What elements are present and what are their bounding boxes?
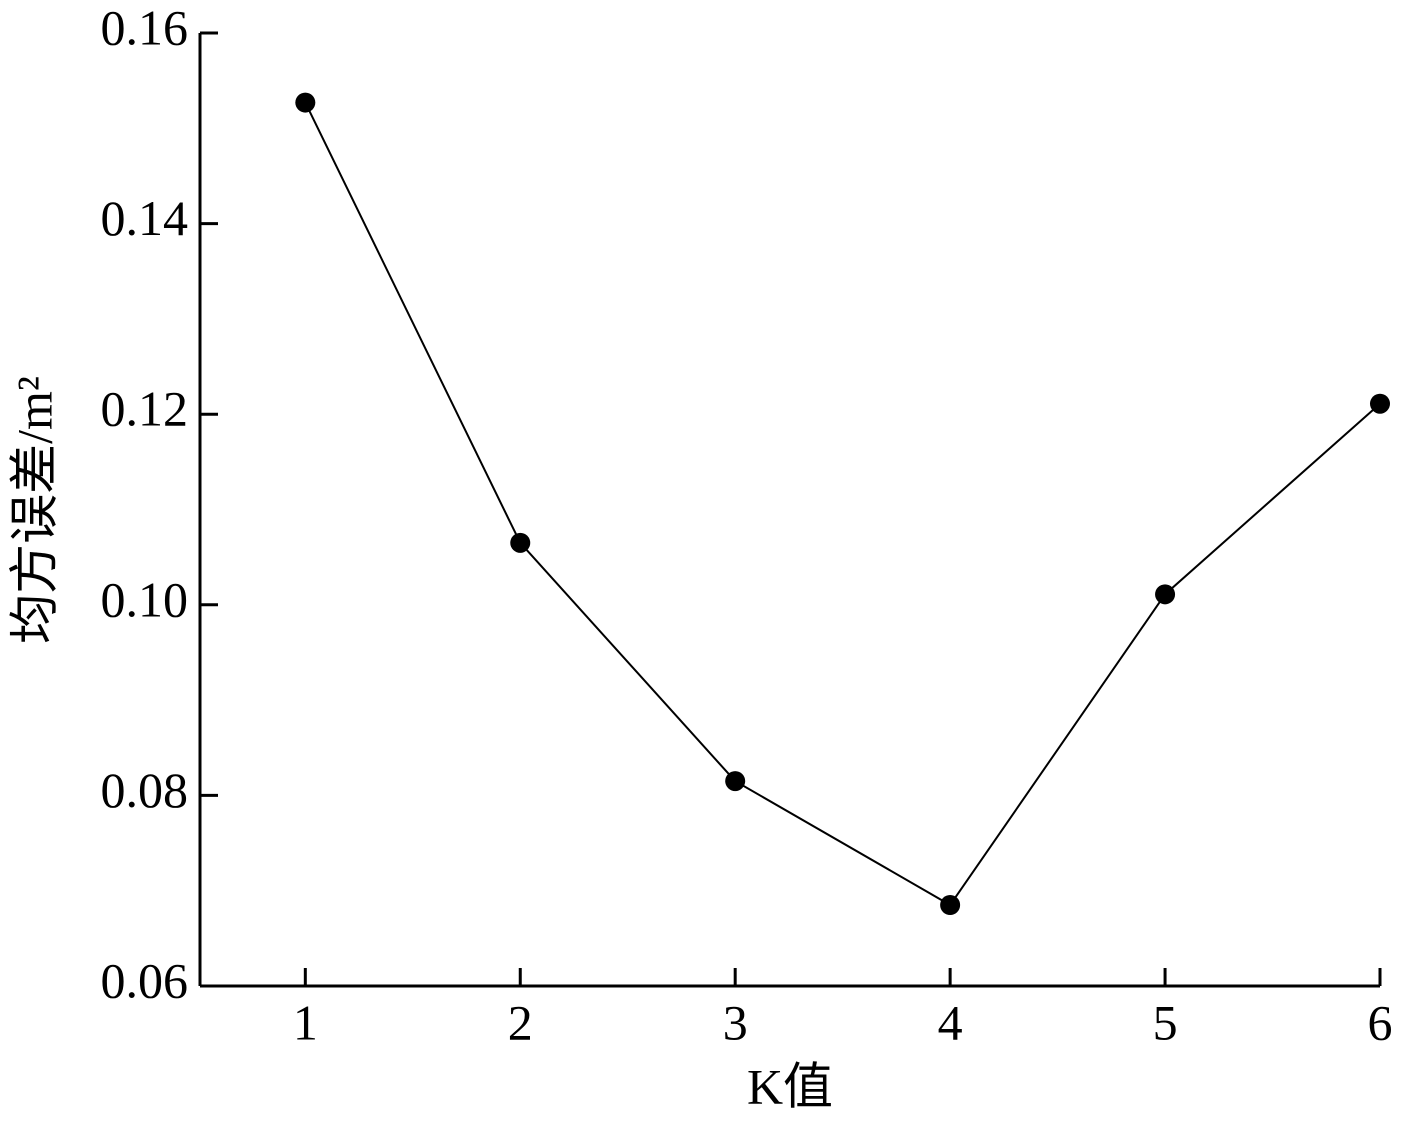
y-tick-label: 0.06: [101, 952, 189, 1008]
data-point: [940, 894, 961, 915]
y-tick-label: 0.12: [101, 381, 189, 437]
data-point: [1155, 584, 1176, 605]
data-point: [725, 771, 746, 792]
data-point: [510, 532, 531, 553]
y-axis-label: 均方误差/m²: [6, 376, 62, 644]
y-tick-label: 0.08: [101, 762, 189, 818]
x-axis-label: K值: [747, 1058, 833, 1114]
x-tick-label: 6: [1368, 994, 1393, 1050]
series-line: [304, 102, 1381, 907]
x-tick-label: 4: [938, 994, 963, 1050]
y-tick-label: 0.16: [101, 0, 189, 55]
data-point: [295, 92, 316, 113]
x-tick-label: 5: [1153, 994, 1178, 1050]
x-tick-label: 2: [508, 994, 533, 1050]
x-tick-label: 3: [723, 994, 748, 1050]
x-tick-label: 1: [293, 994, 318, 1050]
data-point: [1370, 393, 1390, 414]
y-tick-label: 0.10: [101, 571, 189, 627]
y-tick-label: 0.14: [101, 190, 189, 246]
